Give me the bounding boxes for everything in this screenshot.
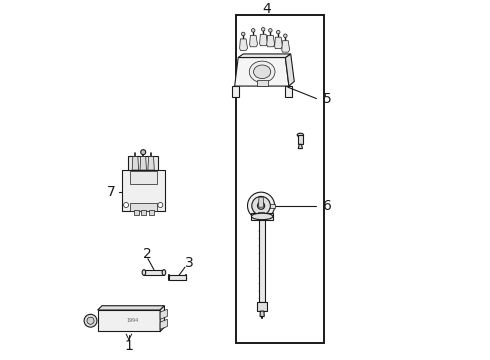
Text: 4: 4 xyxy=(263,2,271,16)
Text: 6: 6 xyxy=(323,199,332,213)
Polygon shape xyxy=(259,220,266,302)
Circle shape xyxy=(276,30,280,34)
Circle shape xyxy=(262,27,265,31)
Polygon shape xyxy=(285,86,292,97)
Polygon shape xyxy=(160,319,167,329)
Polygon shape xyxy=(132,157,139,170)
Bar xyxy=(258,212,264,216)
Polygon shape xyxy=(232,86,239,97)
Text: 5: 5 xyxy=(323,91,332,105)
Ellipse shape xyxy=(297,133,304,137)
Circle shape xyxy=(258,202,265,209)
Circle shape xyxy=(247,192,274,219)
Polygon shape xyxy=(257,302,267,311)
Polygon shape xyxy=(160,306,165,332)
Polygon shape xyxy=(238,54,291,58)
Bar xyxy=(236,15,323,343)
Polygon shape xyxy=(160,309,167,319)
Polygon shape xyxy=(274,37,283,49)
Polygon shape xyxy=(270,204,274,208)
Circle shape xyxy=(269,28,272,32)
Bar xyxy=(257,80,268,86)
Ellipse shape xyxy=(249,61,275,82)
Polygon shape xyxy=(298,144,302,149)
Circle shape xyxy=(141,150,146,155)
Bar xyxy=(128,157,158,170)
Circle shape xyxy=(251,28,255,32)
Polygon shape xyxy=(140,157,147,170)
Polygon shape xyxy=(98,310,160,332)
Polygon shape xyxy=(144,270,164,275)
Circle shape xyxy=(84,314,97,327)
Polygon shape xyxy=(98,306,165,310)
Ellipse shape xyxy=(251,213,273,220)
Bar xyxy=(122,170,165,211)
Circle shape xyxy=(158,203,163,207)
Polygon shape xyxy=(285,54,294,86)
Circle shape xyxy=(123,203,128,207)
Polygon shape xyxy=(169,275,186,280)
Polygon shape xyxy=(298,135,302,144)
Text: 3: 3 xyxy=(185,256,194,270)
Polygon shape xyxy=(251,213,273,220)
Ellipse shape xyxy=(142,270,146,275)
Polygon shape xyxy=(260,311,264,316)
Polygon shape xyxy=(249,35,258,47)
Polygon shape xyxy=(260,34,268,46)
Ellipse shape xyxy=(253,65,270,78)
Polygon shape xyxy=(235,58,289,86)
Text: 7: 7 xyxy=(107,185,116,199)
Text: 1: 1 xyxy=(124,339,133,353)
Circle shape xyxy=(87,317,94,324)
Text: 2: 2 xyxy=(144,247,152,261)
Bar xyxy=(142,210,147,215)
Ellipse shape xyxy=(162,270,166,275)
Circle shape xyxy=(284,34,287,37)
Bar xyxy=(130,203,157,211)
Polygon shape xyxy=(259,197,264,207)
Text: 1994: 1994 xyxy=(126,318,139,323)
Polygon shape xyxy=(148,157,154,170)
Bar xyxy=(149,210,154,215)
Polygon shape xyxy=(267,35,274,47)
Circle shape xyxy=(252,197,270,215)
Bar xyxy=(130,171,157,184)
Polygon shape xyxy=(282,41,290,52)
Polygon shape xyxy=(240,39,247,50)
Circle shape xyxy=(242,32,245,36)
Bar xyxy=(134,210,139,215)
